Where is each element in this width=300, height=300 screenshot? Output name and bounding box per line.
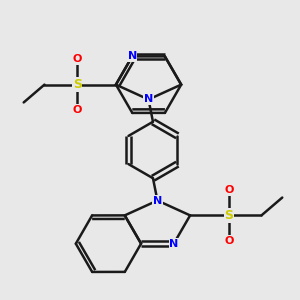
Text: S: S — [224, 209, 233, 222]
Text: O: O — [224, 185, 233, 195]
Text: N: N — [128, 51, 137, 62]
Text: S: S — [73, 78, 82, 91]
Text: O: O — [73, 105, 82, 115]
Text: O: O — [73, 54, 82, 64]
Text: O: O — [224, 236, 233, 246]
Text: N: N — [153, 196, 162, 206]
Text: N: N — [169, 238, 178, 249]
Text: N: N — [144, 94, 153, 104]
